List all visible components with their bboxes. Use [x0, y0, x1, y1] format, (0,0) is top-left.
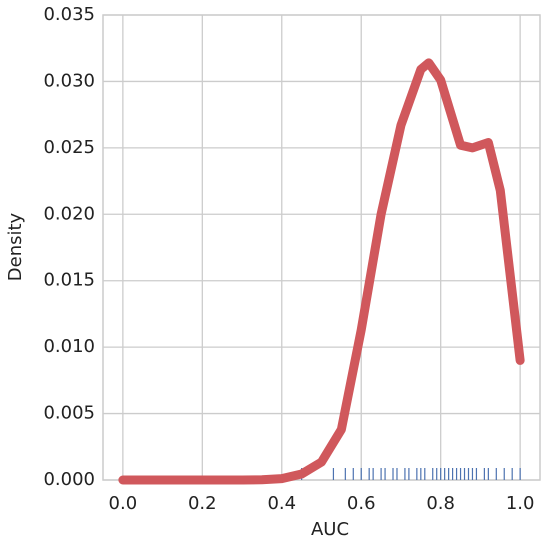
- y-tick-label: 0.030: [43, 70, 95, 91]
- x-tick-label: 0.6: [347, 493, 376, 514]
- y-tick-label: 0.035: [43, 4, 95, 25]
- y-tick-label: 0.005: [43, 403, 95, 424]
- x-tick-label: 0.8: [426, 493, 455, 514]
- y-tick-label: 0.000: [43, 469, 95, 490]
- y-tick-label: 0.020: [43, 203, 95, 224]
- x-tick-label: 0.0: [109, 493, 138, 514]
- y-tick-label: 0.010: [43, 336, 95, 357]
- y-tick-label: 0.025: [43, 137, 95, 158]
- y-axis-label: Density: [5, 212, 26, 281]
- y-tick-label: 0.015: [43, 270, 95, 291]
- x-axis-label: AUC: [311, 519, 349, 540]
- x-tick-label: 1.0: [506, 493, 535, 514]
- plot-frame: [102, 14, 541, 481]
- x-tick-label: 0.2: [188, 493, 217, 514]
- density-line: [118, 58, 525, 485]
- x-tick-label: 0.4: [267, 493, 296, 514]
